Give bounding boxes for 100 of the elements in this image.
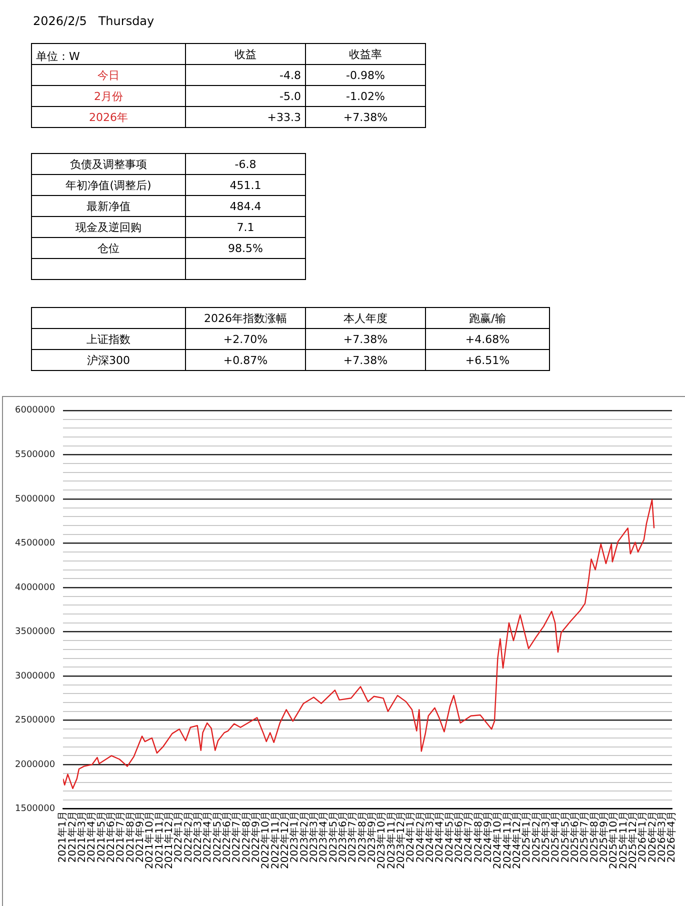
x-tick-label: 2023年11月 xyxy=(385,810,398,870)
text: 7.1 xyxy=(236,220,254,234)
x-tick-label: 2022年2月 xyxy=(182,810,194,863)
category-label: 收益 xyxy=(186,44,306,64)
x-tick-label: 2026年1月 xyxy=(636,810,649,863)
x-tick-label: 2021年11月 xyxy=(153,810,166,870)
y-tick-label: 6000000 xyxy=(14,406,56,416)
x-tick-label: 2023年2月 xyxy=(298,810,310,863)
x-tick-label: 2021年7月 xyxy=(114,810,127,863)
text: +7.38% xyxy=(343,354,388,366)
x-tick-label: 2024年12月 xyxy=(510,810,523,870)
x-tick-label: 2023年12月 xyxy=(394,810,407,870)
x-tick-label: 2024年7月 xyxy=(462,810,475,863)
category-label: 本人年度 xyxy=(306,308,426,328)
x-tick-label: 2021年4月 xyxy=(86,810,98,863)
y-tick-label: 5000000 xyxy=(14,494,56,504)
x-tick-label: 2023年6月 xyxy=(336,810,349,863)
x-tick-label: 2023年1月 xyxy=(288,810,301,863)
category-label: 仓位 xyxy=(98,242,120,254)
x-tick-label: 2024年1月 xyxy=(404,810,417,863)
x-tick-label: 2024年4月 xyxy=(434,810,446,863)
text: +2.70% xyxy=(223,332,268,346)
x-tick-label: 2026年3月 xyxy=(656,810,668,863)
x-tick-label: 2025年11月 xyxy=(617,810,630,870)
x-tick-label: 2025年1月 xyxy=(520,810,533,863)
text: -4.8 xyxy=(280,68,301,82)
category-label: 收益率 xyxy=(306,44,426,64)
category-label: 沪深300 xyxy=(87,354,130,366)
y-tick-label: 2500000 xyxy=(14,716,56,726)
x-tick-label: 2022年4月 xyxy=(202,810,214,863)
x-tick-label: 2022年8月 xyxy=(240,810,252,863)
x-tick-label: 2025年5月 xyxy=(559,810,572,863)
text: -5.0 xyxy=(280,90,301,102)
x-tick-label: 2022年3月 xyxy=(192,810,204,863)
x-tick-label: 2025年8月 xyxy=(588,810,600,863)
x-tick-label: 2025年10月 xyxy=(608,810,620,870)
category-label: 2月份 xyxy=(94,90,123,102)
x-tick-label: 2021年2月 xyxy=(66,810,78,863)
text: +6.51% xyxy=(465,354,510,366)
category-label: 单位：W xyxy=(32,44,186,64)
y-tick-label: 3000000 xyxy=(14,671,56,682)
x-tick-label: 2022年1月 xyxy=(172,810,185,863)
category-label: 今日 xyxy=(98,68,120,82)
category-label: 上证指数 xyxy=(86,332,130,346)
x-tick-label: 2023年4月 xyxy=(318,810,330,863)
x-tick-label: 2025年9月 xyxy=(598,810,610,863)
x-tick-label: 2021年12月 xyxy=(162,810,175,870)
x-tick-label: 2025年2月 xyxy=(530,810,542,863)
x-tick-label: 2022年11月 xyxy=(269,810,282,870)
x-tick-label: 2022年9月 xyxy=(250,810,262,863)
x-tick-label: 2023年7月 xyxy=(346,810,359,863)
text: 484.4 xyxy=(230,200,262,212)
category-label: 现金及逆回购 xyxy=(76,220,142,234)
x-tick-label: 2022年7月 xyxy=(230,810,243,863)
x-tick-label: 2024年9月 xyxy=(482,810,494,863)
x-tick-label: 2026年2月 xyxy=(646,810,658,863)
x-tick-label: 2025年6月 xyxy=(568,810,581,863)
x-tick-label: 2026年4月 xyxy=(666,810,678,863)
x-tick-label: 2024年5月 xyxy=(443,810,456,863)
x-tick-label: 2025年7月 xyxy=(578,810,591,863)
x-tick-label: 2024年8月 xyxy=(472,810,484,863)
x-tick-label: 2023年9月 xyxy=(366,810,378,863)
category-label: 2026年指数涨幅 xyxy=(186,308,306,328)
x-tick-label: 2024年10月 xyxy=(492,810,504,870)
x-tick-label: 2025年12月 xyxy=(626,810,639,870)
text: -0.98% xyxy=(346,68,385,82)
x-tick-label: 2025年3月 xyxy=(540,810,552,863)
x-tick-label: 2023年5月 xyxy=(327,810,340,863)
x-tick-label: 2024年2月 xyxy=(414,810,426,863)
category-label: 跑赢/输 xyxy=(426,308,550,328)
category-label: 最新净值 xyxy=(86,200,130,212)
text: -1.02% xyxy=(346,90,385,102)
x-tick-label: 2024年6月 xyxy=(452,810,465,863)
x-tick-label: 2021年8月 xyxy=(124,810,136,863)
text: +33.3 xyxy=(267,110,301,124)
text: +7.38% xyxy=(343,110,388,124)
x-tick-label: 2022年10月 xyxy=(260,810,272,870)
text: -6.8 xyxy=(234,158,256,170)
x-tick-label: 2021年5月 xyxy=(95,810,108,863)
category-label: 年初净值(调整后) xyxy=(66,178,152,192)
y-tick-label: 5500000 xyxy=(14,450,56,460)
y-tick-label: 1500000 xyxy=(14,804,56,814)
x-tick-label: 2022年6月 xyxy=(220,810,233,863)
text: +7.38% xyxy=(343,332,388,346)
x-tick-label: 2022年12月 xyxy=(278,810,291,870)
category-label: 2026年 xyxy=(89,110,128,124)
y-tick-label: 2000000 xyxy=(14,760,56,770)
y-tick-label: 3500000 xyxy=(14,627,56,638)
x-tick-label: 2021年10月 xyxy=(144,810,156,870)
x-tick-label: 2023年10月 xyxy=(376,810,388,870)
x-tick-label: 2021年9月 xyxy=(134,810,146,863)
x-tick-label: 2022年5月 xyxy=(211,810,224,863)
category-label: 负债及调整事项 xyxy=(70,158,147,170)
text: 2026/2/5 Thursday xyxy=(33,14,154,28)
x-tick-label: 2024年3月 xyxy=(424,810,436,863)
text: +4.68% xyxy=(465,332,510,346)
x-tick-label: 2025年4月 xyxy=(550,810,562,863)
text: 451.1 xyxy=(230,178,262,192)
text: +0.87% xyxy=(223,354,268,366)
x-tick-label: 2021年1月 xyxy=(56,810,69,863)
